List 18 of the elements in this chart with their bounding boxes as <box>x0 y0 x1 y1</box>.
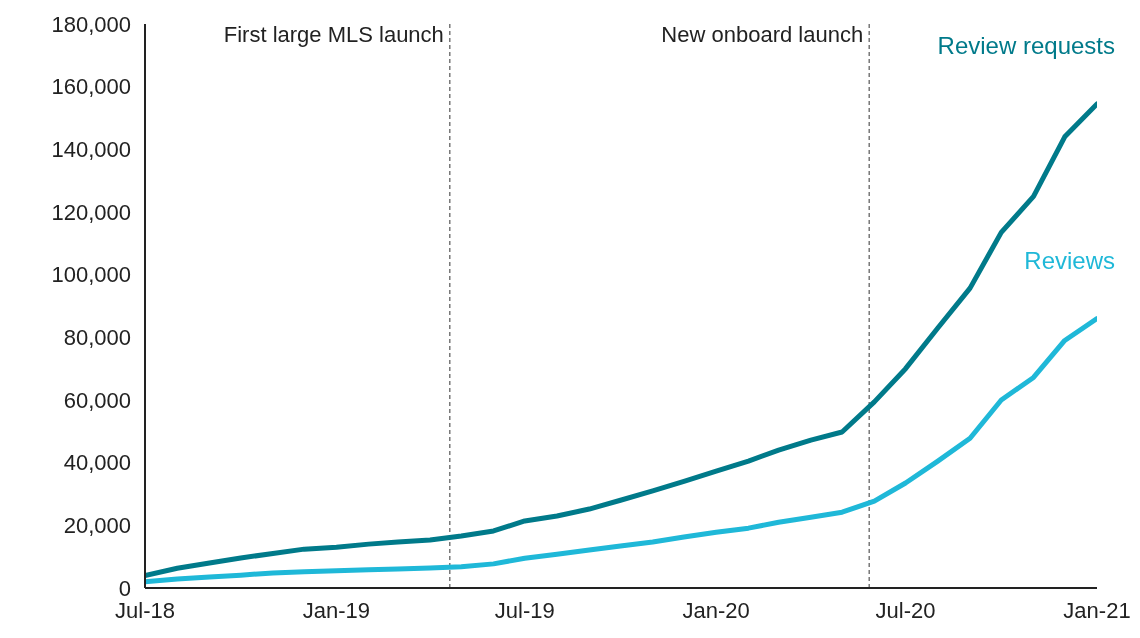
x-tick-label: Jan-19 <box>302 597 371 623</box>
ref-line-label: New onboard launch <box>661 22 864 47</box>
ref-line-label: First large MLS launch <box>223 22 444 47</box>
text: Review requests <box>937 31 1115 59</box>
y-tick-label: 20,000 <box>63 513 131 539</box>
text: Reviews <box>1024 246 1115 274</box>
y-tick-label: 40,000 <box>63 450 131 476</box>
y-tick-label: 80,000 <box>63 325 131 351</box>
y-tick-label: 120,000 <box>51 199 131 225</box>
y-tick-label: 180,000 <box>51 11 131 37</box>
y-tick-label: 160,000 <box>51 74 131 100</box>
x-tick-label: Jul-20 <box>875 597 936 623</box>
x-tick-label: Jul-19 <box>494 597 555 623</box>
y-tick-label: 140,000 <box>51 137 131 163</box>
x-tick-label: Jan-20 <box>682 597 750 623</box>
y-tick-label: 100,000 <box>51 262 131 288</box>
x-tick-label: Jan-21 <box>1063 597 1131 623</box>
y-tick-label: 60,000 <box>63 387 131 413</box>
